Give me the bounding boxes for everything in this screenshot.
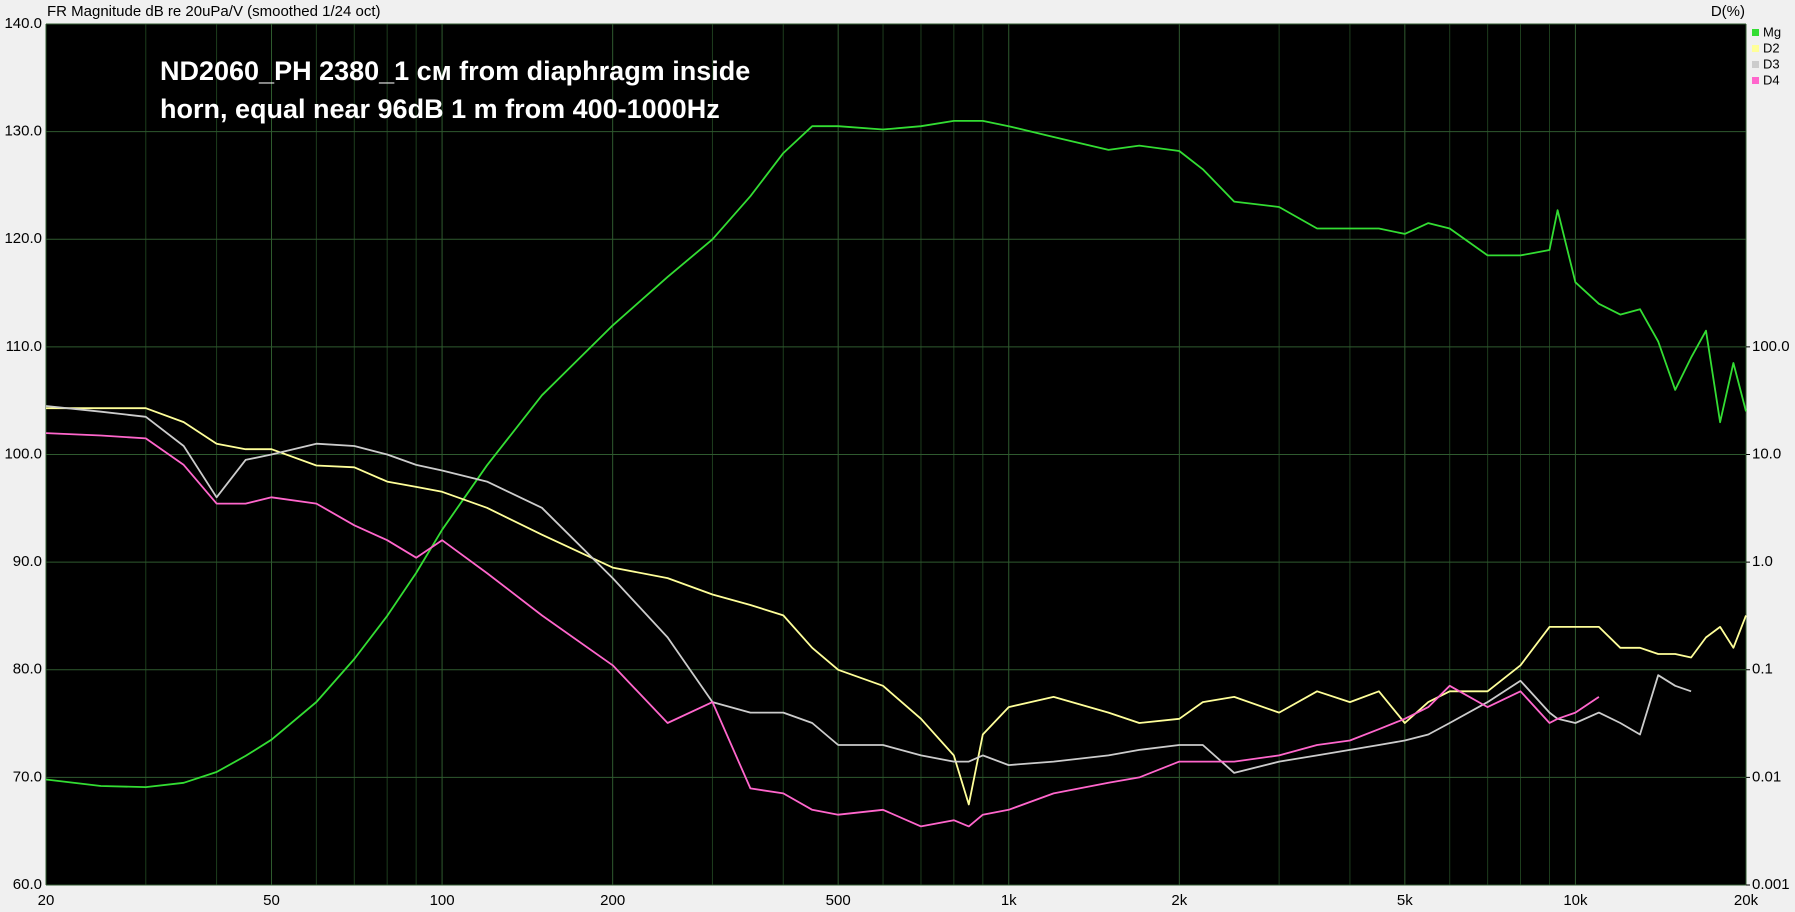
y2-tick-label: 0.01 [1752, 768, 1781, 785]
legend-swatch [1752, 29, 1759, 36]
series-line [46, 407, 1747, 806]
y-tick-label: 70.0 [13, 768, 42, 785]
annotation: ND2060_PH 2380_1 см from diaphragm insid… [160, 56, 750, 86]
x-tick-label: 20k [1734, 892, 1759, 909]
legend-label: D2 [1763, 40, 1780, 55]
y-tick-label: 90.0 [13, 553, 42, 570]
y2-tick-label: 100.0 [1752, 338, 1790, 355]
x-tick-label: 20 [38, 892, 55, 909]
series-line [45, 405, 1692, 774]
legend-swatch [1752, 61, 1759, 68]
legend-label: D3 [1763, 56, 1780, 71]
chart-title: FR Magnitude dB re 20uPa/V (smoothed 1/2… [47, 3, 381, 20]
y-tick-label: 140.0 [4, 15, 42, 32]
x-tick-label: 2k [1171, 892, 1187, 909]
y-tick-label: 130.0 [4, 123, 42, 140]
annotation: horn, equal near 96dB 1 m from 400-1000H… [160, 94, 720, 124]
legend-swatch [1752, 77, 1759, 84]
y-tick-label: 120.0 [4, 230, 42, 247]
legend-label: D4 [1763, 72, 1780, 87]
x-tick-label: 100 [430, 892, 455, 909]
y-tick-label: 80.0 [13, 661, 42, 678]
y2-axis-label: D(%) [1711, 3, 1745, 20]
x-tick-label: 1k [1001, 892, 1017, 909]
y-tick-label: 60.0 [13, 876, 42, 893]
y2-tick-label: 0.001 [1752, 876, 1790, 893]
y2-tick-label: 10.0 [1752, 445, 1781, 462]
x-tick-label: 10k [1563, 892, 1588, 909]
x-tick-label: 500 [826, 892, 851, 909]
legend-swatch [1752, 45, 1759, 52]
x-tick-label: 200 [600, 892, 625, 909]
x-tick-label: 50 [263, 892, 280, 909]
y-tick-label: 100.0 [4, 445, 42, 462]
y2-tick-label: 0.1 [1752, 661, 1773, 678]
y2-tick-label: 1.0 [1752, 553, 1773, 570]
series-line [45, 432, 1600, 828]
y-tick-label: 110.0 [6, 338, 42, 355]
legend-label: Mg [1763, 24, 1781, 39]
series-line [45, 120, 1747, 788]
x-tick-label: 5k [1397, 892, 1413, 909]
